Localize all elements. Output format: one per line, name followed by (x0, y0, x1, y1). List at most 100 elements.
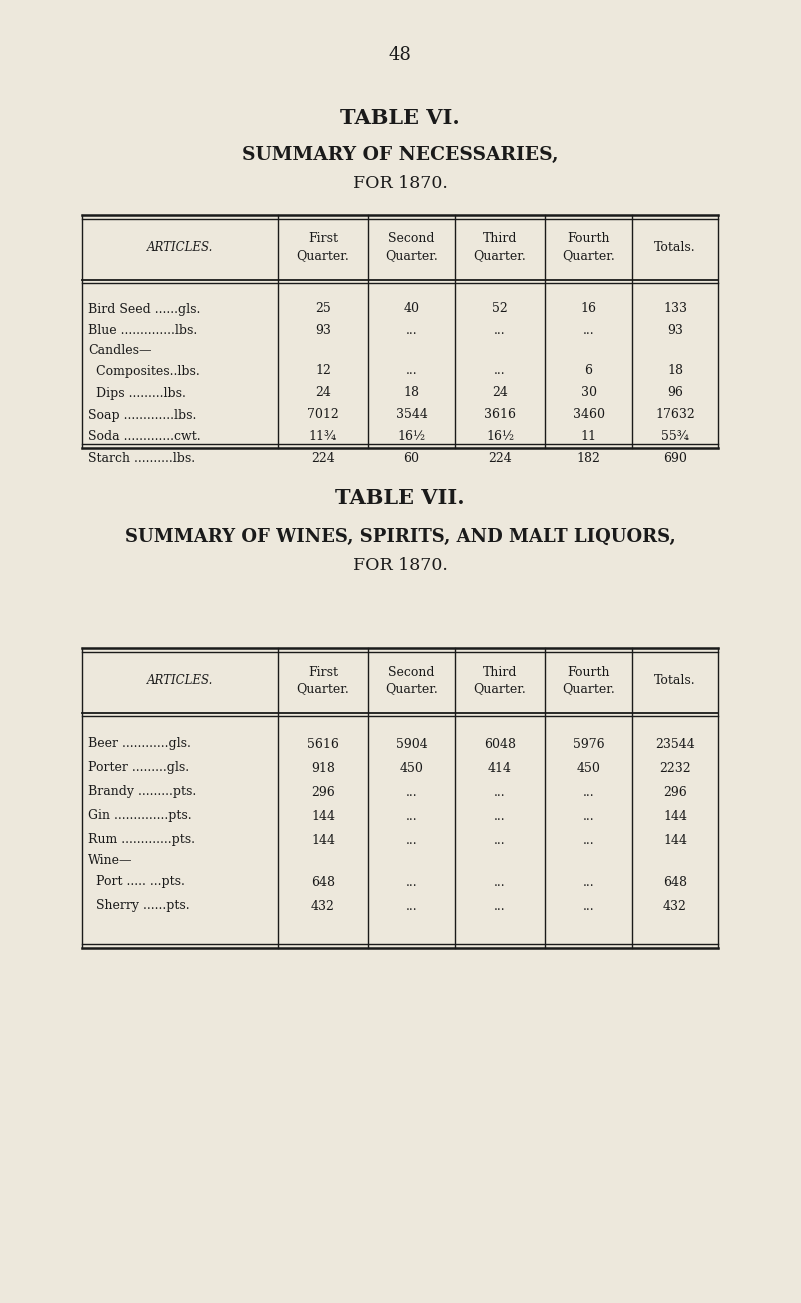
Text: 6048: 6048 (484, 737, 516, 751)
Text: ...: ... (494, 834, 505, 847)
Text: 16: 16 (581, 302, 597, 315)
Text: FOR 1870.: FOR 1870. (352, 175, 448, 192)
Text: 690: 690 (663, 452, 687, 465)
Text: ...: ... (582, 899, 594, 912)
Text: 2232: 2232 (659, 761, 690, 774)
Text: ...: ... (494, 899, 505, 912)
Text: 144: 144 (311, 834, 335, 847)
Text: ...: ... (494, 809, 505, 822)
Text: 16½: 16½ (397, 430, 425, 443)
Text: 25: 25 (315, 302, 331, 315)
Text: Third
Quarter.: Third Quarter. (473, 232, 526, 262)
Text: Soda .............cwt.: Soda .............cwt. (88, 430, 200, 443)
Text: 40: 40 (404, 302, 420, 315)
Text: 18: 18 (667, 365, 683, 378)
Text: Wine—: Wine— (88, 855, 132, 868)
Text: Rum .............pts.: Rum .............pts. (88, 834, 195, 847)
Text: 144: 144 (311, 809, 335, 822)
Text: 432: 432 (663, 899, 687, 912)
Text: ...: ... (405, 365, 417, 378)
Text: ...: ... (405, 834, 417, 847)
Text: 3544: 3544 (396, 409, 428, 421)
Text: Soap .............lbs.: Soap .............lbs. (88, 409, 196, 421)
Text: ...: ... (494, 786, 505, 799)
Text: 93: 93 (315, 324, 331, 337)
Text: 7012: 7012 (307, 409, 339, 421)
Text: SUMMARY OF WINES, SPIRITS, AND MALT LIQUORS,: SUMMARY OF WINES, SPIRITS, AND MALT LIQU… (125, 528, 675, 546)
Text: Fourth
Quarter.: Fourth Quarter. (562, 666, 615, 696)
Text: 12: 12 (315, 365, 331, 378)
Text: 30: 30 (581, 387, 597, 400)
Text: 60: 60 (404, 452, 420, 465)
Text: 6: 6 (585, 365, 593, 378)
Text: Composites..lbs.: Composites..lbs. (88, 365, 199, 378)
Text: ...: ... (494, 365, 505, 378)
Text: 432: 432 (311, 899, 335, 912)
Text: Gin ..............pts.: Gin ..............pts. (88, 809, 191, 822)
Text: 414: 414 (488, 761, 512, 774)
Text: ...: ... (582, 786, 594, 799)
Text: 5616: 5616 (307, 737, 339, 751)
Text: TABLE VII.: TABLE VII. (335, 489, 465, 508)
Text: Bird Seed ......gls.: Bird Seed ......gls. (88, 302, 200, 315)
Text: 23544: 23544 (655, 737, 695, 751)
Text: Dips .........lbs.: Dips .........lbs. (88, 387, 186, 400)
Text: 648: 648 (663, 876, 687, 889)
Text: 648: 648 (311, 876, 335, 889)
Text: 16½: 16½ (486, 430, 514, 443)
Text: TABLE VI.: TABLE VI. (340, 108, 460, 128)
Text: 93: 93 (667, 324, 683, 337)
Text: ...: ... (494, 876, 505, 889)
Text: 133: 133 (663, 302, 687, 315)
Text: ...: ... (582, 809, 594, 822)
Text: 144: 144 (663, 834, 687, 847)
Text: Second
Quarter.: Second Quarter. (385, 232, 438, 262)
Text: 182: 182 (577, 452, 601, 465)
Text: 11: 11 (581, 430, 597, 443)
Text: ...: ... (494, 324, 505, 337)
Text: Sherry ......pts.: Sherry ......pts. (88, 899, 190, 912)
Text: Beer ............gls.: Beer ............gls. (88, 737, 191, 751)
Text: 3460: 3460 (573, 409, 605, 421)
Text: 224: 224 (488, 452, 512, 465)
Text: 17632: 17632 (655, 409, 695, 421)
Text: Blue ..............lbs.: Blue ..............lbs. (88, 324, 197, 337)
Text: 5976: 5976 (573, 737, 604, 751)
Text: 224: 224 (311, 452, 335, 465)
Text: 24: 24 (315, 387, 331, 400)
Text: 296: 296 (311, 786, 335, 799)
Text: ARTICLES.: ARTICLES. (147, 241, 213, 254)
Text: ...: ... (405, 899, 417, 912)
Text: 18: 18 (404, 387, 420, 400)
Text: Port ..... ...pts.: Port ..... ...pts. (88, 876, 185, 889)
Text: 5904: 5904 (396, 737, 428, 751)
Text: ...: ... (582, 876, 594, 889)
Text: Fourth
Quarter.: Fourth Quarter. (562, 232, 615, 262)
Text: ...: ... (582, 324, 594, 337)
Text: Brandy .........pts.: Brandy .........pts. (88, 786, 196, 799)
Text: 52: 52 (492, 302, 508, 315)
Text: 918: 918 (311, 761, 335, 774)
Text: Third
Quarter.: Third Quarter. (473, 666, 526, 696)
Text: 450: 450 (400, 761, 424, 774)
Text: Candles—: Candles— (88, 344, 151, 357)
Text: ARTICLES.: ARTICLES. (147, 674, 213, 687)
Text: 450: 450 (577, 761, 601, 774)
Text: 11¾: 11¾ (309, 430, 337, 443)
Text: ...: ... (405, 809, 417, 822)
Text: ...: ... (405, 324, 417, 337)
Text: Totals.: Totals. (654, 241, 696, 254)
Text: SUMMARY OF NECESSARIES,: SUMMARY OF NECESSARIES, (242, 146, 558, 164)
Text: 3616: 3616 (484, 409, 516, 421)
Text: ...: ... (405, 876, 417, 889)
Text: 296: 296 (663, 786, 687, 799)
Text: First
Quarter.: First Quarter. (296, 232, 349, 262)
Text: 144: 144 (663, 809, 687, 822)
Text: First
Quarter.: First Quarter. (296, 666, 349, 696)
Text: 48: 48 (388, 46, 412, 64)
Text: ...: ... (582, 834, 594, 847)
Text: Porter .........gls.: Porter .........gls. (88, 761, 189, 774)
Text: FOR 1870.: FOR 1870. (352, 558, 448, 575)
Text: 96: 96 (667, 387, 683, 400)
Text: Totals.: Totals. (654, 674, 696, 687)
